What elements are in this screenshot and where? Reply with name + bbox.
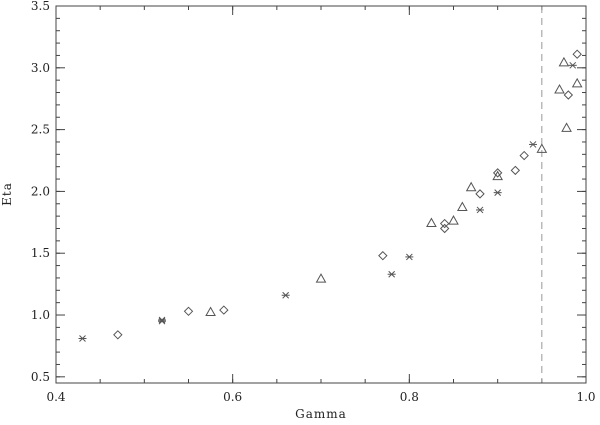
asterisk-point bbox=[158, 317, 166, 325]
diamond-point bbox=[572, 49, 582, 59]
x-axis-label: Gamma bbox=[295, 407, 347, 421]
asterisk-point bbox=[529, 141, 537, 148]
diamond-point bbox=[492, 168, 503, 178]
triangle-point bbox=[561, 122, 572, 132]
y-tick-label: 3.0 bbox=[31, 61, 50, 75]
asterisk-point bbox=[476, 206, 484, 214]
y-tick-label: 3.5 bbox=[31, 0, 50, 13]
x-tick-label: 0.4 bbox=[46, 390, 65, 404]
diamond-point bbox=[475, 189, 485, 199]
diamond-point bbox=[563, 90, 574, 100]
triangle-point bbox=[554, 84, 565, 94]
diamond-point bbox=[519, 150, 529, 161]
y-tick-label: 2.5 bbox=[31, 123, 50, 137]
x-tick-label: 1.0 bbox=[576, 390, 595, 404]
axis-ticks: 0.4 0.6 0.8 1.0 0.5 1.0 1.5 2.0 2.5 3.0 3.5 bbox=[31, 0, 596, 404]
triangle-point bbox=[465, 181, 477, 192]
x-tick-label: 0.8 bbox=[400, 390, 419, 404]
triangle-point bbox=[205, 306, 216, 317]
diamond-point bbox=[439, 218, 450, 229]
triangle-point bbox=[315, 273, 327, 283]
asterisk-point bbox=[405, 253, 414, 261]
diamond-point bbox=[113, 330, 123, 340]
triangle-point bbox=[448, 215, 459, 225]
y-tick-label: 1.0 bbox=[31, 308, 50, 322]
asterisk-point bbox=[281, 291, 290, 299]
diamond-point bbox=[183, 306, 194, 317]
asterisk-point bbox=[78, 335, 87, 342]
diamond-point bbox=[439, 223, 450, 234]
data-points bbox=[78, 6, 583, 383]
asterisk-point bbox=[568, 61, 577, 69]
plot-frame bbox=[55, 5, 587, 384]
asterisk-point bbox=[493, 189, 502, 196]
triangle-point bbox=[426, 217, 437, 228]
triangle-point bbox=[492, 170, 504, 181]
y-tick-label: 1.5 bbox=[31, 246, 50, 260]
asterisk-point bbox=[158, 316, 166, 324]
x-tick-label: 0.6 bbox=[223, 390, 242, 404]
diamond-point bbox=[378, 250, 388, 261]
diamond-point bbox=[219, 305, 229, 315]
triangle-point bbox=[456, 201, 468, 211]
y-tick-label: 0.5 bbox=[31, 370, 50, 384]
asterisk-point bbox=[387, 270, 396, 278]
y-axis-label: Eta bbox=[0, 182, 14, 206]
y-tick-label: 2.0 bbox=[31, 184, 50, 198]
triangle-point bbox=[536, 143, 548, 153]
triangle-point bbox=[571, 77, 583, 88]
triangle-point bbox=[558, 56, 570, 67]
diamond-point bbox=[510, 165, 521, 176]
